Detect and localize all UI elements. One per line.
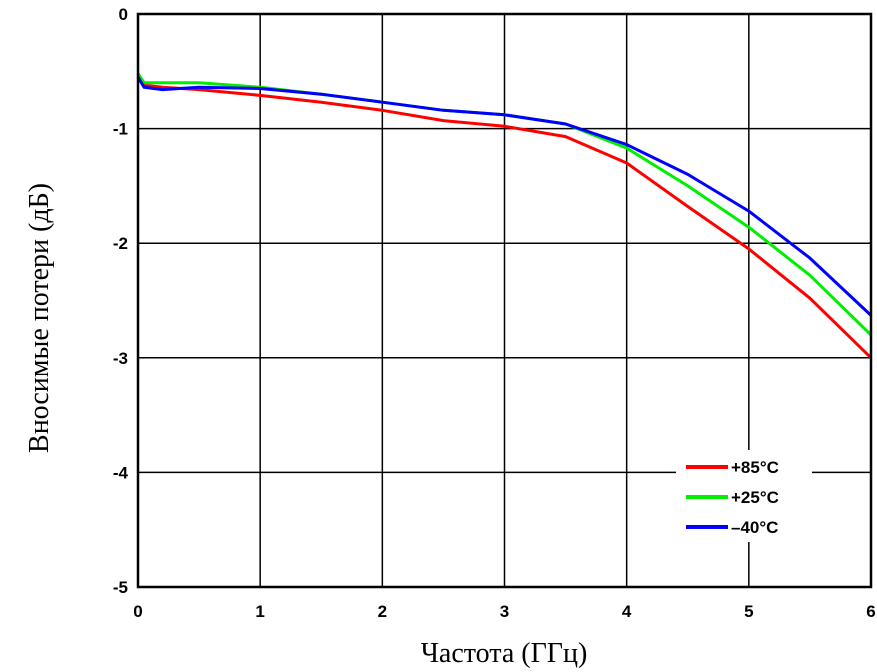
x-axis-label: Частота (ГГц) xyxy=(421,638,588,669)
series-line xyxy=(136,76,873,317)
legend-label: +85°C xyxy=(731,458,779,477)
legend-label: +25°C xyxy=(731,488,779,507)
plot-frame xyxy=(136,12,873,589)
y-tick-label: -5 xyxy=(113,578,128,597)
series-lines xyxy=(136,72,873,359)
y-tick-label: -1 xyxy=(113,120,128,139)
y-tick-label: 0 xyxy=(119,5,128,24)
y-tick-label: -2 xyxy=(113,234,128,253)
x-tick-label: 3 xyxy=(500,602,509,621)
x-tick-label: 0 xyxy=(133,602,142,621)
x-tick-label: 4 xyxy=(622,602,632,621)
x-tick-label: 6 xyxy=(866,602,875,621)
legend-label: –40°C xyxy=(731,518,778,537)
x-tick-labels: 0 1 2 3 4 5 6 xyxy=(133,602,875,621)
y-tick-label: -3 xyxy=(113,349,128,368)
x-tick-label: 1 xyxy=(255,602,264,621)
y-axis-label: Вносимые потери (дБ) xyxy=(24,183,55,453)
legend: +85°C +25°C –40°C xyxy=(676,450,812,542)
x-tick-label: 5 xyxy=(744,602,753,621)
x-tick-label: 2 xyxy=(378,602,387,621)
y-tick-labels: 0 -1 -2 -3 -4 -5 xyxy=(113,5,129,597)
y-tick-label: -4 xyxy=(113,463,129,482)
